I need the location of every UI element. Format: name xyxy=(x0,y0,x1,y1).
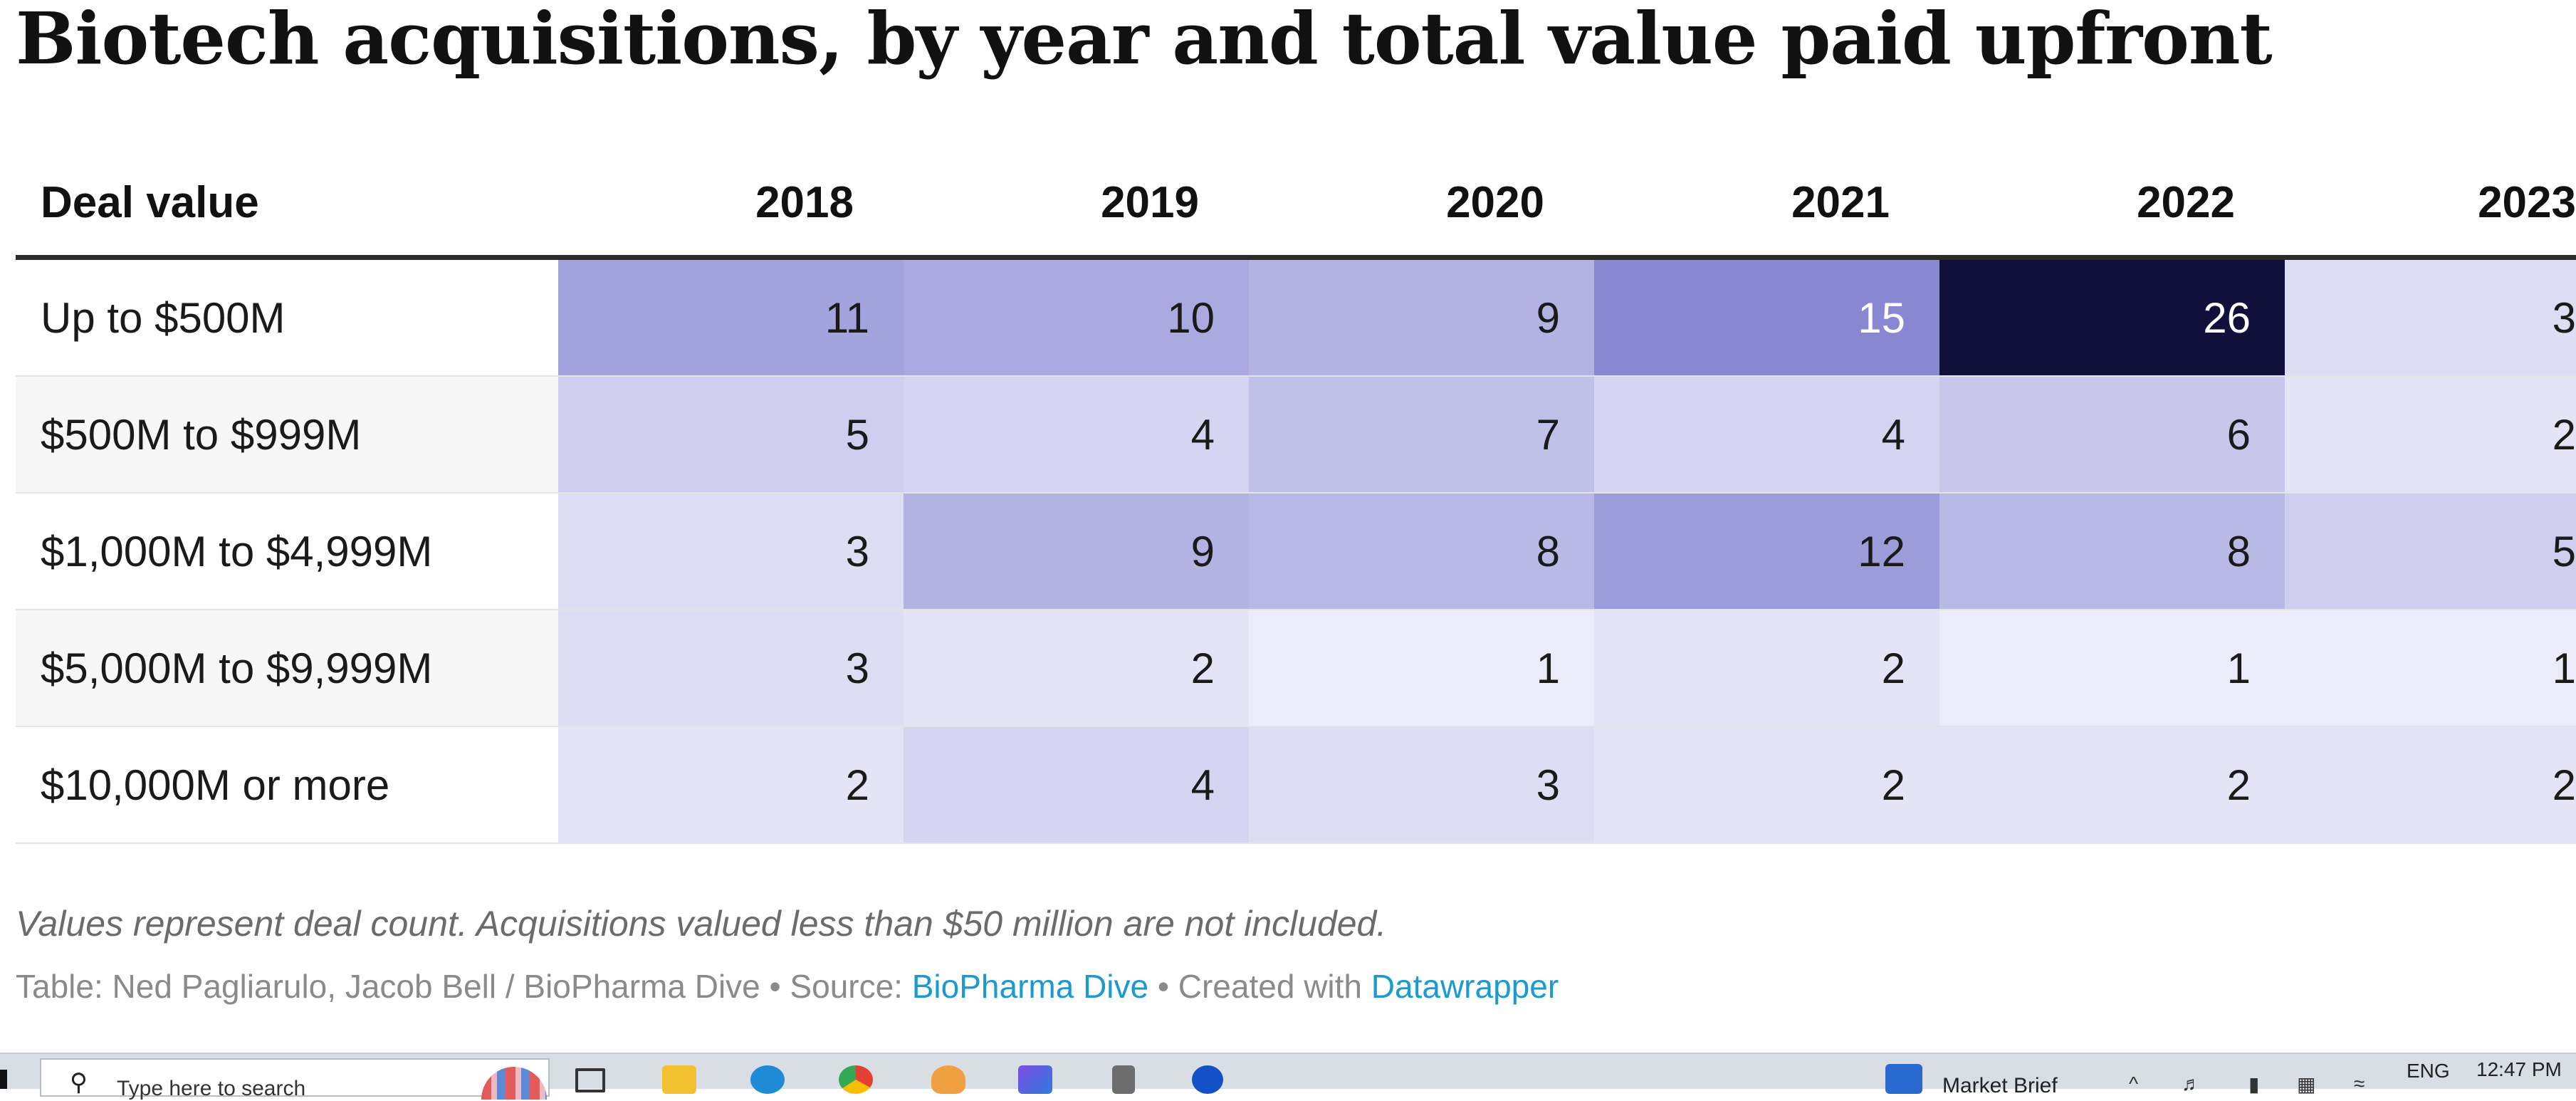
column-header-year: 2023 xyxy=(2285,150,2576,260)
heat-cell: 2 xyxy=(904,610,1249,727)
heat-cell: 15 xyxy=(1594,257,1939,377)
row-label: $500M to $999M xyxy=(16,376,558,494)
battery-icon[interactable]: ▮ xyxy=(2248,1073,2260,1095)
column-header-year: 2020 xyxy=(1249,150,1594,260)
search-placeholder: Type here to search xyxy=(117,1077,306,1100)
table-row: Up to $500M 11 10 9 15 26 3 xyxy=(16,257,2576,377)
paint-icon[interactable] xyxy=(931,1065,965,1094)
heat-cell: 9 xyxy=(1249,257,1594,377)
task-view-icon[interactable] xyxy=(575,1068,605,1092)
magnifier-icon: ⚲ xyxy=(70,1069,88,1096)
table-row: $1,000M to $4,999M 3 9 8 12 8 5 xyxy=(16,493,2576,610)
windows-taskbar: ⚲ Type here to search Market Brief ^ ♬ ▮… xyxy=(0,1053,2576,1100)
heat-cell: 4 xyxy=(1594,376,1939,494)
heat-cell: 12 xyxy=(1594,493,1939,610)
heat-cell: 2 xyxy=(558,726,904,844)
heat-cell: 3 xyxy=(558,610,904,727)
heat-cell: 26 xyxy=(1939,257,2285,377)
heat-cell: 2 xyxy=(2285,726,2576,844)
column-header-year: 2019 xyxy=(904,150,1249,260)
heat-cell: 4 xyxy=(904,376,1249,494)
table-row: $5,000M to $9,999M 3 2 1 2 1 1 xyxy=(16,610,2576,727)
table-description: Values represent deal count. Acquisition… xyxy=(16,904,1387,944)
heat-cell: 2 xyxy=(1594,726,1939,844)
page-title: Biotech acquisitions, by year and total … xyxy=(16,0,2273,80)
heat-cell: 4 xyxy=(904,726,1249,844)
heat-cell: 9 xyxy=(904,493,1249,610)
copilot-icon[interactable] xyxy=(1018,1065,1052,1094)
heat-cell: 10 xyxy=(904,257,1249,377)
table-row: $10,000M or more 2 4 3 2 2 2 xyxy=(16,726,2576,844)
source-link[interactable]: BioPharma Dive xyxy=(911,968,1149,1005)
row-label: $5,000M to $9,999M xyxy=(16,610,558,727)
row-label: $10,000M or more xyxy=(16,726,558,844)
datawrapper-link[interactable]: Datawrapper xyxy=(1371,968,1559,1005)
market-brief-icon[interactable] xyxy=(1885,1064,1922,1094)
table-row: $500M to $999M 5 4 7 4 6 2 xyxy=(16,376,2576,494)
chevron-up-icon[interactable]: ^ xyxy=(2129,1073,2139,1095)
bluetooth-icon[interactable] xyxy=(1192,1065,1223,1094)
credit-line: Table: Ned Pagliarulo, Jacob Bell / BioP… xyxy=(16,967,1559,1006)
heat-cell: 3 xyxy=(1249,726,1594,844)
chrome-icon[interactable] xyxy=(839,1065,873,1094)
credit-mid: • Created with xyxy=(1148,968,1371,1005)
heat-cell: 6 xyxy=(1939,376,2285,494)
heat-cell: 1 xyxy=(1249,610,1594,727)
network-icon[interactable]: ▦ xyxy=(2297,1073,2316,1095)
language-indicator[interactable]: ENG xyxy=(2407,1060,2450,1082)
heat-cell: 1 xyxy=(2285,610,2576,727)
market-brief-label[interactable]: Market Brief xyxy=(1942,1074,2058,1097)
row-label: Up to $500M xyxy=(16,257,558,377)
heat-cell: 3 xyxy=(558,493,904,610)
acquisitions-table: Deal value 2018 2019 2020 2021 2022 2023… xyxy=(16,150,2576,844)
file-explorer-icon[interactable] xyxy=(662,1065,696,1094)
usb-icon[interactable] xyxy=(1112,1065,1135,1094)
column-header-year: 2018 xyxy=(558,150,904,260)
heat-cell: 8 xyxy=(1939,493,2285,610)
heat-cell: 5 xyxy=(558,376,904,494)
heat-cell: 5 xyxy=(2285,493,2576,610)
heat-cell: 8 xyxy=(1249,493,1594,610)
wifi-icon[interactable]: ≈ xyxy=(2354,1073,2365,1095)
edge-icon[interactable] xyxy=(750,1065,785,1094)
volume-icon[interactable]: ♬ xyxy=(2182,1073,2201,1095)
credit-prefix: Table: Ned Pagliarulo, Jacob Bell / BioP… xyxy=(16,968,912,1005)
column-header-year: 2021 xyxy=(1594,150,1939,260)
heat-cell: 11 xyxy=(558,257,904,377)
column-header-deal-value: Deal value xyxy=(16,150,558,260)
clock[interactable]: 12:47 PM xyxy=(2476,1058,2562,1080)
column-header-year: 2022 xyxy=(1939,150,2285,260)
heat-cell: 2 xyxy=(1939,726,2285,844)
taskbar-search-box[interactable]: ⚲ Type here to search xyxy=(40,1058,550,1100)
search-highlight-icon xyxy=(481,1067,547,1100)
start-button[interactable] xyxy=(0,1070,7,1089)
table-header-row: Deal value 2018 2019 2020 2021 2022 2023 xyxy=(16,150,2576,260)
heat-cell: 7 xyxy=(1249,376,1594,494)
heat-cell: 1 xyxy=(1939,610,2285,727)
heat-cell: 3 xyxy=(2285,257,2576,377)
row-label: $1,000M to $4,999M xyxy=(16,493,558,610)
heat-cell: 2 xyxy=(1594,610,1939,727)
heat-cell: 2 xyxy=(2285,376,2576,494)
